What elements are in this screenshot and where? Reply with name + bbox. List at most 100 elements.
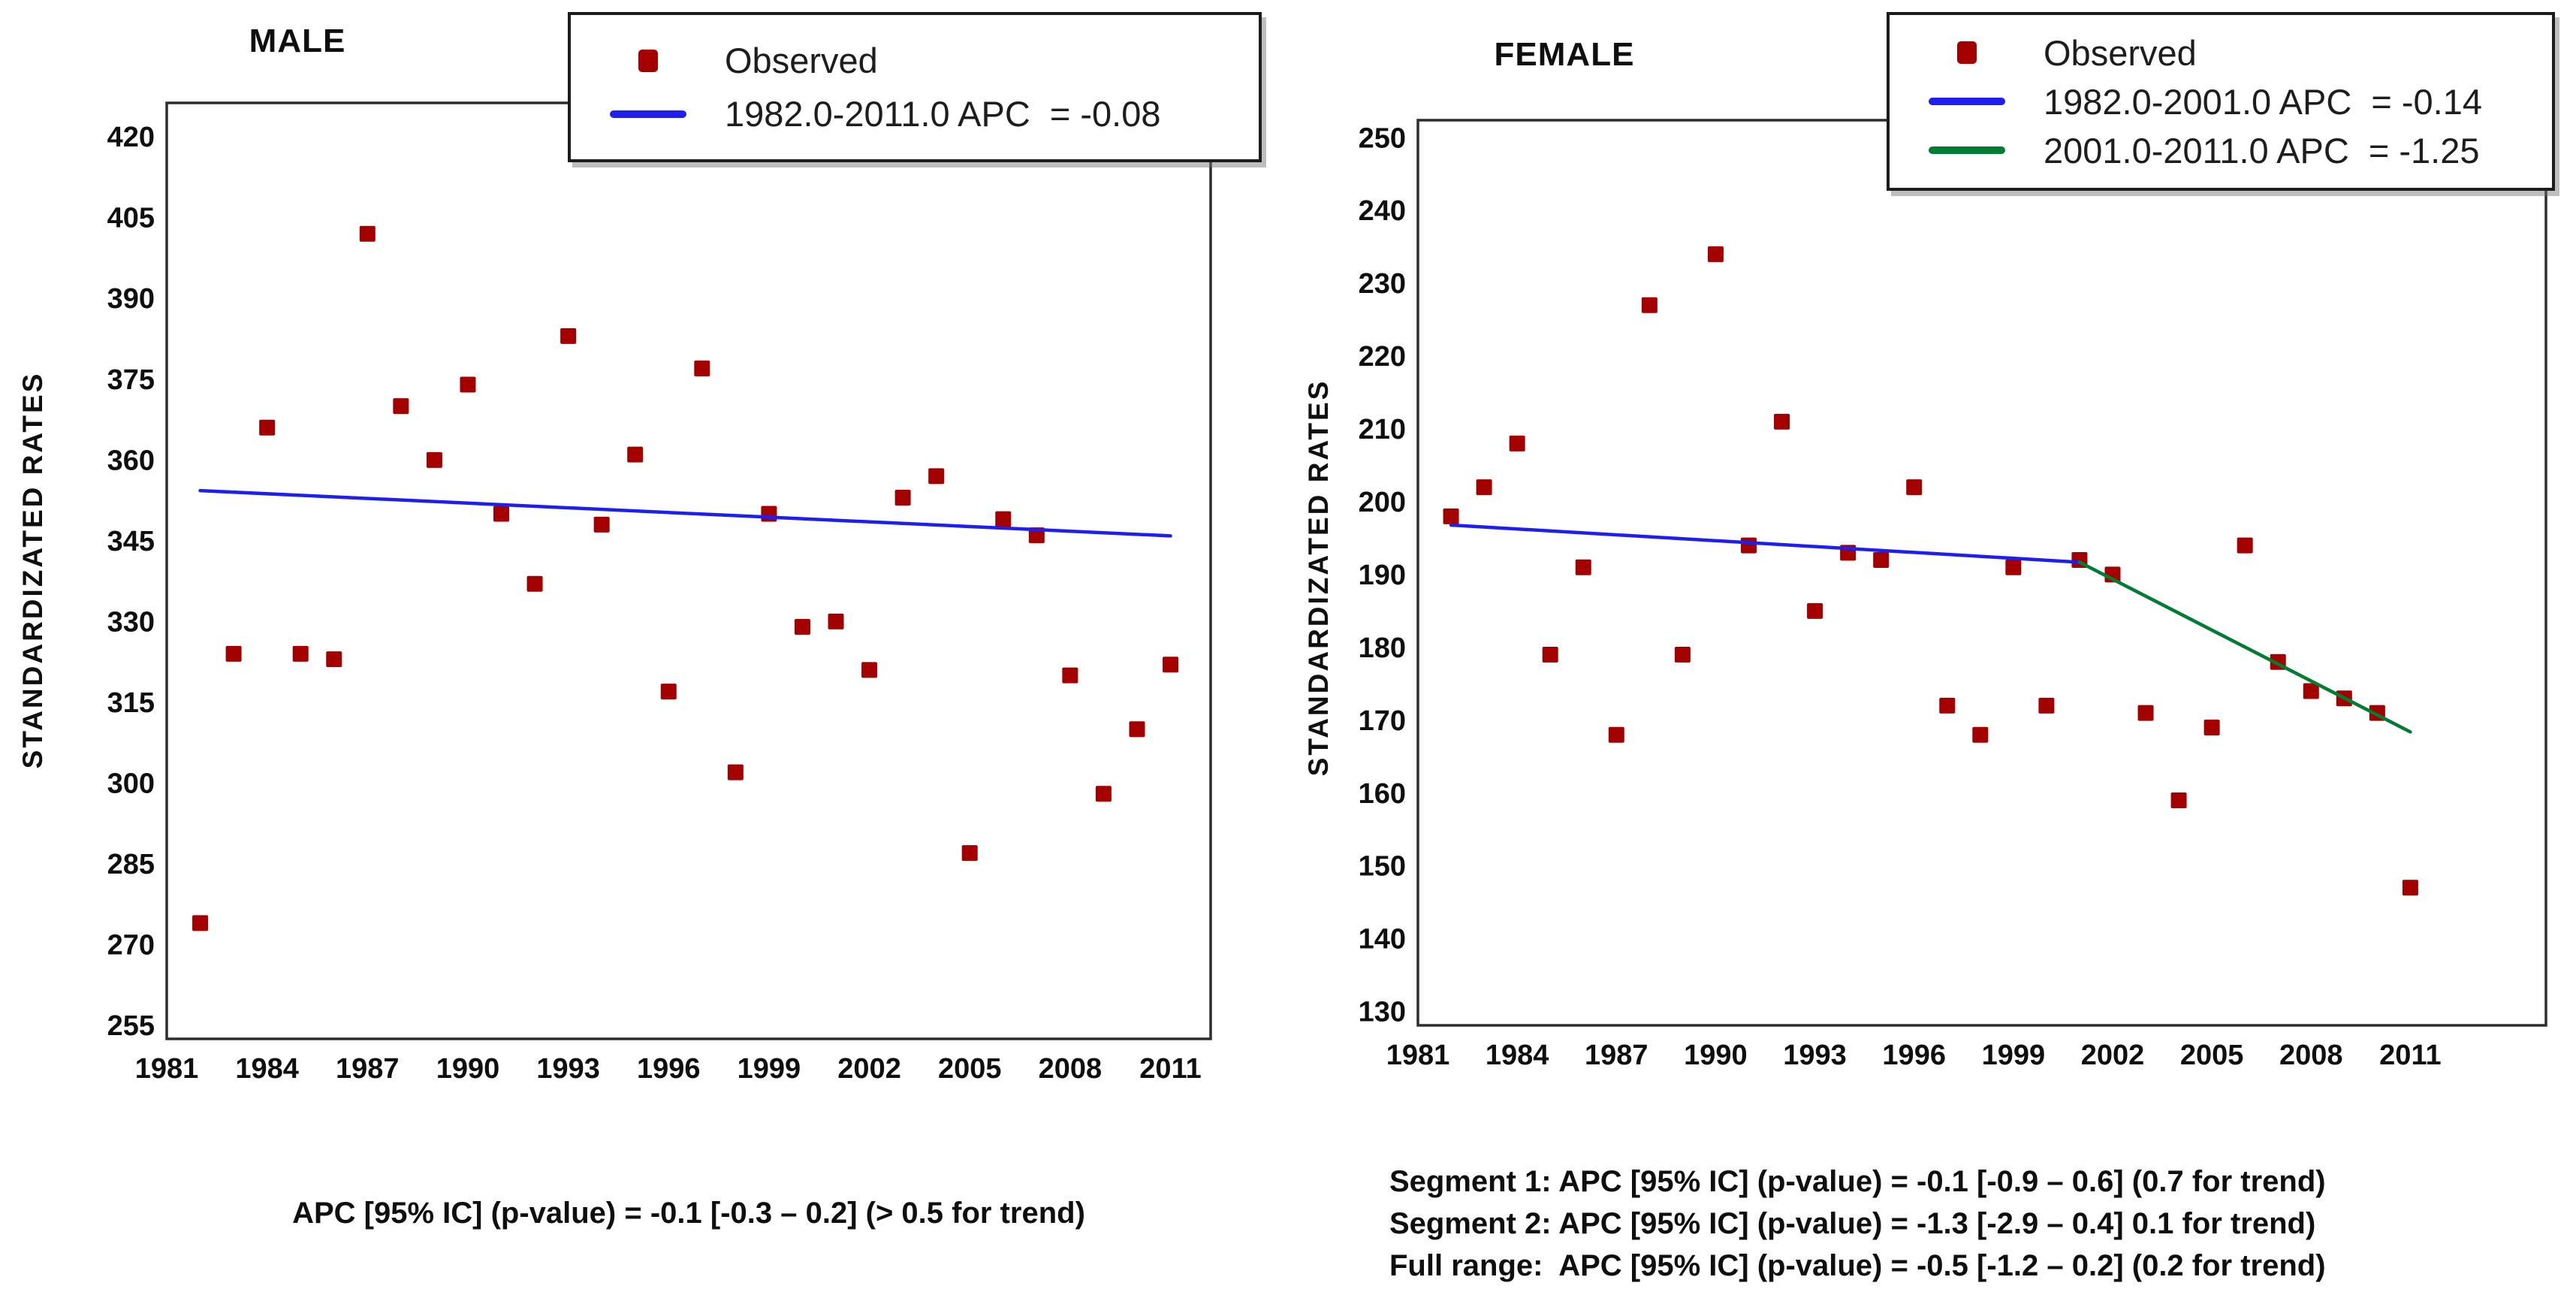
data-point: [828, 613, 844, 629]
data-point: [1062, 667, 1078, 684]
data-point: [1774, 413, 1790, 430]
data-point: [292, 645, 309, 662]
legend-row: 2001.0-2011.0 APC = -1.25: [1890, 130, 2552, 171]
data-point: [694, 360, 710, 376]
legend-label: 2001.0-2011.0 APC = -1.25: [2044, 130, 2480, 171]
legend-row: Observed: [1890, 32, 2552, 74]
data-point: [627, 446, 644, 463]
y-tick-label: 285: [107, 849, 155, 880]
data-point: [1674, 647, 1691, 663]
y-tick-label: 230: [1359, 268, 1406, 300]
y-tick-label: 330: [107, 606, 155, 638]
data-point: [1873, 552, 1890, 569]
apc-caption-line: Segment 1: APC [95% IC] (p-value) = -0.1…: [1389, 1165, 2326, 1198]
data-point: [794, 619, 810, 635]
female-chart-title: FEMALE: [1494, 36, 1635, 73]
y-tick-label: 240: [1359, 195, 1406, 227]
x-tick-label: 2002: [837, 1053, 901, 1085]
y-tick-label: 190: [1359, 560, 1406, 591]
x-tick-label: 1984: [235, 1053, 299, 1085]
female-y-axis-title: STANDARDIZATED RATES: [1303, 379, 1334, 777]
data-point: [1641, 297, 1658, 313]
x-tick-label: 2011: [1139, 1053, 1201, 1085]
data-point: [359, 225, 376, 242]
legend-label: Observed: [2044, 32, 2197, 73]
data-point: [1906, 479, 1923, 496]
data-point: [2005, 559, 2022, 575]
data-point: [1608, 726, 1624, 743]
data-point: [593, 516, 610, 533]
male-chart-title: MALE: [249, 23, 346, 59]
legend-line-swatch: [1890, 146, 2044, 154]
apc-caption-line: APC [95% IC] (p-value) = -0.1 [-0.3 – 0.…: [292, 1197, 1085, 1230]
y-tick-label: 130: [1359, 997, 1406, 1028]
y-tick-label: 345: [107, 526, 155, 557]
data-point: [426, 451, 442, 468]
legend-square-marker-icon: [1890, 41, 2044, 64]
data-point: [192, 915, 209, 931]
data-point: [1740, 537, 1757, 554]
y-tick-label: 390: [107, 283, 155, 315]
female-legend: Observed 1982.0-2001.0 APC = -0.14 2001.0-…: [1887, 12, 2555, 191]
data-point: [225, 645, 242, 662]
data-point: [961, 845, 978, 862]
x-tick-label: 1993: [536, 1053, 600, 1085]
data-point: [2038, 697, 2055, 714]
y-tick-label: 200: [1359, 487, 1406, 518]
data-point: [861, 662, 878, 678]
data-point: [1476, 479, 1492, 496]
y-tick-label: 160: [1359, 778, 1406, 810]
square-marker-icon: [638, 49, 658, 72]
data-point: [1939, 697, 1956, 714]
y-tick-label: 255: [107, 1010, 155, 1042]
y-tick-label: 270: [107, 930, 155, 961]
x-tick-label: 1984: [1486, 1040, 1549, 1071]
line-swatch-icon: [609, 110, 686, 118]
data-point: [928, 468, 945, 484]
x-tick-label: 1990: [1684, 1040, 1748, 1071]
data-point: [2203, 720, 2220, 736]
data-point: [2303, 683, 2319, 699]
trend-line: [198, 488, 1172, 538]
x-tick-label: 2002: [2081, 1040, 2145, 1071]
legend-row: 1982.0-2001.0 APC = -0.14: [1890, 81, 2552, 122]
data-point: [1443, 508, 1459, 524]
x-tick-label: 1993: [1783, 1040, 1847, 1071]
x-tick-label: 1999: [1982, 1040, 2046, 1071]
y-tick-label: 250: [1359, 122, 1406, 154]
apc-caption-line: Full range: APC [95% IC] (p-value) = -0.…: [1389, 1249, 2326, 1282]
data-point: [2402, 880, 2418, 896]
x-tick-label: 1996: [1882, 1040, 1946, 1071]
data-point: [460, 376, 476, 393]
data-point: [493, 506, 510, 522]
y-tick-label: 405: [107, 203, 155, 234]
x-tick-label: 1999: [738, 1053, 801, 1085]
data-point: [995, 511, 1012, 527]
y-tick-label: 300: [107, 768, 155, 799]
y-tick-label: 170: [1359, 705, 1406, 737]
male-legend: Observed 1982.0-2011.0 APC = -0.08: [568, 12, 1262, 162]
data-point: [727, 764, 744, 780]
legend-row: 1982.0-2011.0 APC = -0.08: [571, 93, 1259, 134]
x-tick-label: 1990: [436, 1053, 500, 1085]
legend-label: Observed: [725, 41, 878, 80]
data-point: [1575, 559, 1591, 575]
x-tick-label: 1981: [135, 1053, 199, 1085]
line-swatch-icon: [1928, 146, 2005, 154]
y-tick-label: 210: [1359, 414, 1406, 445]
data-point: [1542, 647, 1558, 663]
data-point: [894, 489, 911, 506]
legend-square-marker-icon: [571, 49, 725, 72]
data-point: [1707, 246, 1724, 262]
x-tick-label: 1996: [637, 1053, 701, 1085]
legend-row: Observed: [571, 40, 1259, 81]
y-tick-label: 140: [1359, 924, 1406, 955]
data-point: [560, 328, 577, 344]
x-tick-label: 2011: [2379, 1040, 2441, 1071]
legend-label: 1982.0-2011.0 APC = -0.08: [725, 94, 1161, 134]
y-tick-label: 220: [1359, 341, 1406, 373]
legend-line-swatch: [1890, 98, 2044, 105]
